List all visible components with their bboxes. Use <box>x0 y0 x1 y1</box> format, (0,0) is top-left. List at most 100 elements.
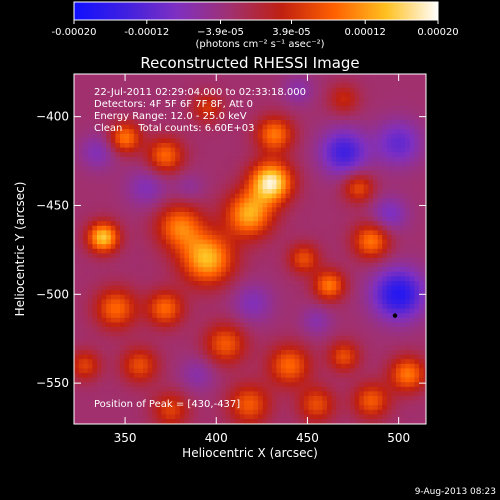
heatmap-cell <box>363 97 369 102</box>
heatmap-cell <box>216 106 222 112</box>
heatmap-cell <box>336 340 342 346</box>
heatmap-cell <box>262 198 268 204</box>
heatmap-cell <box>97 120 102 125</box>
heatmap-cell <box>317 285 323 291</box>
heatmap-cell <box>133 331 139 337</box>
heatmap-cell <box>115 179 121 185</box>
heatmap-cell <box>248 285 254 291</box>
heatmap-cell <box>290 313 296 319</box>
heatmap-cell <box>221 258 227 263</box>
heatmap-cell <box>106 350 112 355</box>
heatmap-cell <box>271 253 277 259</box>
heatmap-cell <box>258 133 263 139</box>
heatmap-cell <box>225 345 231 351</box>
heatmap-cell <box>276 253 282 259</box>
heatmap-cell <box>138 216 144 222</box>
heatmap-cell <box>262 322 268 328</box>
heatmap-cell <box>207 74 213 79</box>
heatmap-cell <box>156 166 162 171</box>
heatmap-cell <box>345 230 351 236</box>
heatmap-cell <box>156 359 162 365</box>
heatmap-cell <box>322 327 328 332</box>
heatmap-cell <box>299 239 305 245</box>
heatmap-cell <box>152 184 158 190</box>
heatmap-cell <box>129 120 135 125</box>
heatmap-cell <box>354 262 360 268</box>
heatmap-cell <box>377 230 383 236</box>
heatmap-cell <box>179 212 185 217</box>
heatmap-cell <box>92 336 98 342</box>
heatmap-cell <box>184 322 190 328</box>
heatmap-cell <box>262 179 268 185</box>
heatmap-cell <box>120 124 125 130</box>
heatmap-cell <box>304 184 309 190</box>
heatmap-cell <box>299 285 305 291</box>
heatmap-cell <box>359 239 365 245</box>
heatmap-cell <box>405 189 411 194</box>
heatmap-cell <box>78 271 84 277</box>
heatmap-cell <box>143 308 148 314</box>
heatmap-cell <box>322 138 328 144</box>
heatmap-cell <box>262 248 268 254</box>
heatmap-cell <box>110 216 116 222</box>
heatmap-cell <box>340 184 346 190</box>
heatmap-cell <box>87 230 93 236</box>
heatmap-cell <box>276 235 282 240</box>
heatmap-cell <box>350 262 355 268</box>
heatmap-cell <box>363 304 369 309</box>
heatmap-cell <box>304 304 309 309</box>
heatmap-cell <box>138 124 144 130</box>
heatmap-cell <box>97 258 102 263</box>
heatmap-cell <box>97 87 102 93</box>
heatmap-cell <box>262 170 268 176</box>
heatmap-cell <box>78 350 84 355</box>
heatmap-cell <box>359 359 365 365</box>
heatmap-cell <box>184 368 190 374</box>
heatmap-cell <box>207 359 213 365</box>
heatmap-cell <box>350 322 355 328</box>
heatmap-cell <box>368 133 374 139</box>
heatmap-cell <box>409 129 415 135</box>
heatmap-cell <box>78 363 84 369</box>
heatmap-cell <box>133 221 139 227</box>
heatmap-cell <box>386 331 392 337</box>
heatmap-cell <box>143 253 148 259</box>
heatmap-cell <box>92 281 98 286</box>
heatmap-cell <box>175 110 181 116</box>
heatmap-cell <box>414 244 420 250</box>
heatmap-cell <box>419 156 424 162</box>
heatmap-cell <box>207 294 213 300</box>
heatmap-cell <box>382 193 388 199</box>
heatmap-cell <box>294 92 300 98</box>
heatmap-cell <box>336 161 342 167</box>
heatmap-cell <box>373 262 378 268</box>
heatmap-cell <box>285 170 291 176</box>
heatmap-cell <box>271 184 277 190</box>
heatmap-cell <box>198 317 204 323</box>
heatmap-cell <box>414 221 420 227</box>
heatmap-cell <box>156 363 162 369</box>
heatmap-cell <box>78 120 84 125</box>
heatmap-cell <box>129 350 135 355</box>
heatmap-cell <box>391 189 397 194</box>
heatmap-cell <box>359 317 365 323</box>
heatmap-cell <box>313 124 319 130</box>
heatmap-cell <box>299 276 305 282</box>
heatmap-cell <box>262 97 268 102</box>
heatmap-cell <box>271 350 277 355</box>
heatmap-cell <box>350 253 355 259</box>
heatmap-cell <box>271 156 277 162</box>
heatmap-cell <box>110 143 116 148</box>
heatmap-cell <box>138 78 144 84</box>
heatmap-cell <box>129 101 135 107</box>
heatmap-cell <box>414 129 420 135</box>
heatmap-cell <box>212 267 217 273</box>
heatmap-cell <box>97 350 102 355</box>
heatmap-cell <box>290 276 296 282</box>
heatmap-cell <box>239 152 245 158</box>
heatmap-cell <box>400 290 406 296</box>
heatmap-cell <box>230 143 236 148</box>
heatmap-cell <box>409 147 415 153</box>
heatmap-cell <box>391 244 397 250</box>
heatmap-cell <box>414 115 420 121</box>
